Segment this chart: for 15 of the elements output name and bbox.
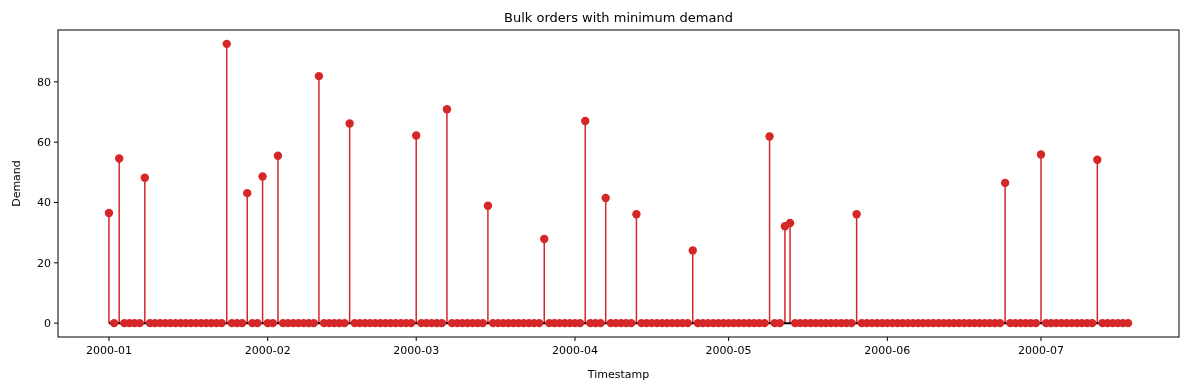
- y-tick-label: 40: [37, 196, 51, 210]
- x-tick-label: 2000-07: [1018, 344, 1064, 357]
- x-tick-label: 2000-02: [244, 344, 291, 357]
- x-axis-title: Timestamp: [586, 368, 650, 381]
- y-tick-label: 60: [37, 136, 51, 150]
- y-tick-label: 20: [37, 256, 51, 270]
- x-tick-label: 2000-06: [864, 344, 911, 357]
- y-tick-label: 80: [37, 75, 51, 89]
- x-tick-label: 2000-04: [551, 344, 598, 357]
- x-tick-label: 2000-01: [85, 344, 132, 357]
- y-axis-title: Demand: [10, 160, 23, 207]
- x-tick-label: 2000-03: [393, 344, 440, 357]
- y-tick-label: 0: [44, 317, 51, 331]
- chart-title: Bulk orders with minimum demand: [504, 10, 733, 25]
- x-tick-label: 2000-05: [705, 344, 752, 357]
